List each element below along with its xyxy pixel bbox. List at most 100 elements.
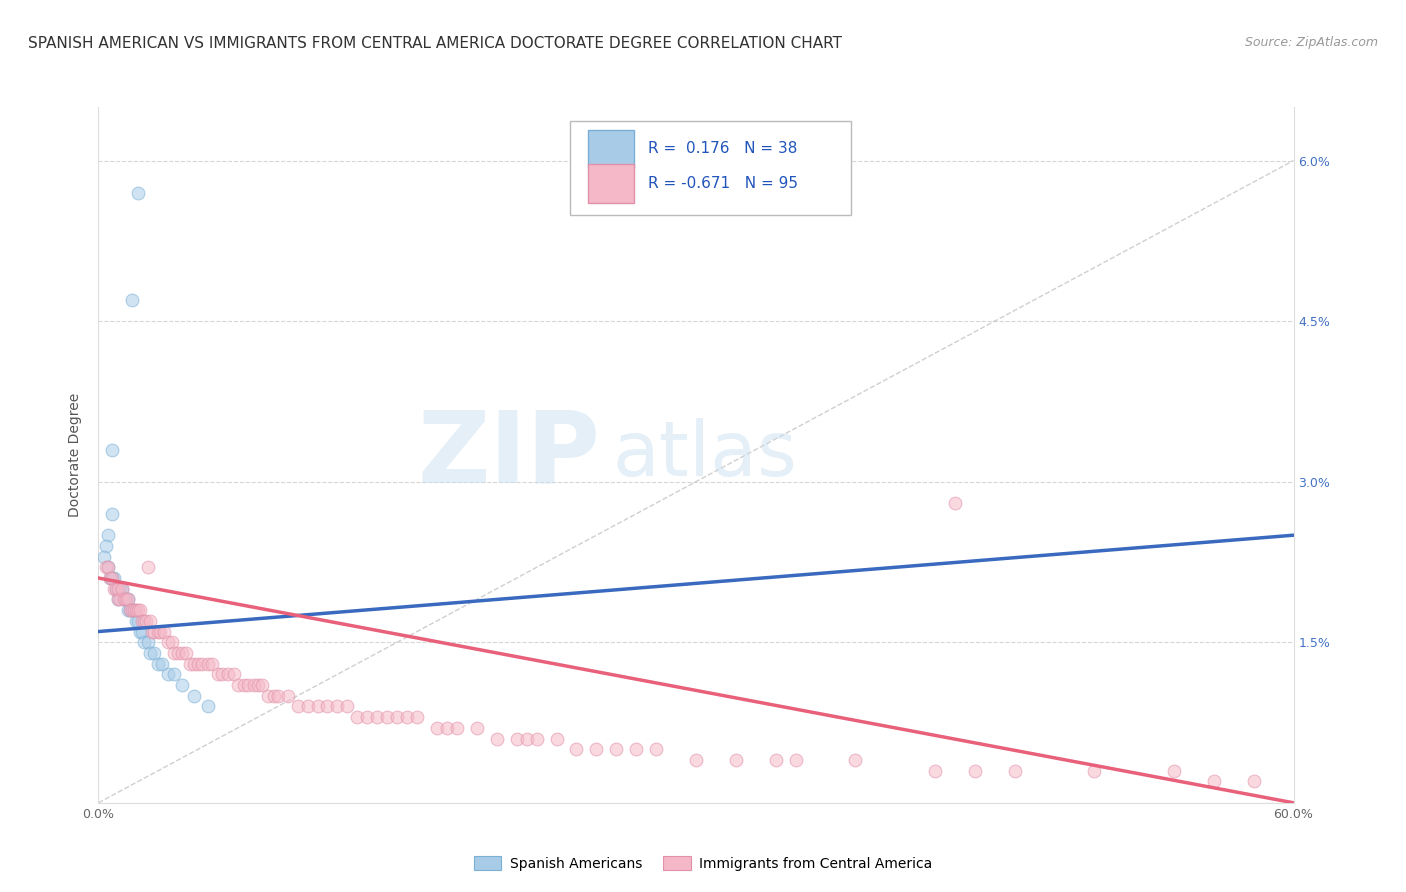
Point — [134, 614, 156, 628]
Point — [112, 592, 135, 607]
Point — [346, 710, 368, 724]
Point — [187, 657, 209, 671]
Point — [546, 731, 568, 746]
Point — [149, 624, 172, 639]
Point — [326, 699, 349, 714]
Point — [217, 667, 239, 681]
Point — [226, 678, 249, 692]
Point — [446, 721, 468, 735]
Point — [263, 689, 285, 703]
Point — [121, 293, 143, 307]
Point — [127, 614, 149, 628]
Point — [1004, 764, 1026, 778]
Text: SPANISH AMERICAN VS IMMIGRANTS FROM CENTRAL AMERICA DOCTORATE DEGREE CORRELATION: SPANISH AMERICAN VS IMMIGRANTS FROM CENT… — [28, 36, 842, 51]
Point — [98, 571, 122, 585]
Point — [163, 646, 186, 660]
Point — [485, 731, 508, 746]
Text: atlas: atlas — [613, 418, 797, 491]
Point — [115, 592, 138, 607]
Point — [526, 731, 548, 746]
Legend: Spanish Americans, Immigrants from Central America: Spanish Americans, Immigrants from Centr… — [468, 850, 938, 876]
Point — [97, 560, 120, 574]
Point — [243, 678, 266, 692]
Point — [163, 667, 186, 681]
Point — [1163, 764, 1185, 778]
Point — [124, 603, 146, 617]
Point — [183, 657, 205, 671]
Point — [157, 635, 180, 649]
Point — [516, 731, 538, 746]
Point — [157, 667, 180, 681]
Point — [172, 646, 194, 660]
Point — [167, 646, 190, 660]
Point — [356, 710, 378, 724]
Point — [105, 582, 128, 596]
Point — [465, 721, 488, 735]
Point — [134, 635, 156, 649]
Point — [107, 592, 129, 607]
Point — [267, 689, 290, 703]
Point — [107, 582, 129, 596]
Point — [121, 603, 143, 617]
Point — [1243, 774, 1265, 789]
Text: R = -0.671   N = 95: R = -0.671 N = 95 — [648, 176, 799, 191]
Point — [103, 571, 125, 585]
Point — [101, 507, 124, 521]
Text: R =  0.176   N = 38: R = 0.176 N = 38 — [648, 141, 797, 156]
Point — [131, 614, 153, 628]
Point — [129, 624, 152, 639]
Point — [426, 721, 449, 735]
Point — [297, 699, 319, 714]
Point — [191, 657, 214, 671]
Point — [201, 657, 224, 671]
Point — [924, 764, 946, 778]
Point — [111, 582, 134, 596]
Point — [277, 689, 299, 703]
Point — [129, 603, 152, 617]
Point — [246, 678, 269, 692]
Point — [148, 657, 170, 671]
Point — [150, 657, 173, 671]
Point — [110, 582, 132, 596]
Point — [136, 560, 159, 574]
Point — [197, 699, 219, 714]
Point — [565, 742, 588, 756]
Point — [141, 624, 163, 639]
Point — [139, 614, 162, 628]
Point — [174, 646, 197, 660]
Point — [406, 710, 429, 724]
Point — [844, 753, 866, 767]
Point — [211, 667, 233, 681]
Y-axis label: Doctorate Degree: Doctorate Degree — [69, 392, 83, 517]
Point — [943, 496, 966, 510]
Point — [160, 635, 183, 649]
Point — [135, 614, 157, 628]
Point — [111, 582, 134, 596]
Point — [197, 657, 219, 671]
Point — [136, 635, 159, 649]
Point — [336, 699, 359, 714]
Point — [179, 657, 201, 671]
Point — [124, 603, 146, 617]
Point — [127, 603, 149, 617]
Point — [645, 742, 668, 756]
Point — [724, 753, 747, 767]
Point — [183, 689, 205, 703]
Point — [93, 549, 115, 564]
Bar — [589, 129, 634, 168]
Point — [107, 592, 129, 607]
Point — [120, 603, 142, 617]
Point — [101, 571, 124, 585]
Point — [685, 753, 707, 767]
Point — [316, 699, 339, 714]
Point — [222, 667, 245, 681]
Point — [143, 646, 166, 660]
Point — [153, 624, 176, 639]
Point — [207, 667, 229, 681]
Point — [396, 710, 419, 724]
Point — [97, 560, 120, 574]
Point — [172, 678, 194, 692]
Point — [287, 699, 309, 714]
Point — [1083, 764, 1105, 778]
Point — [385, 710, 409, 724]
